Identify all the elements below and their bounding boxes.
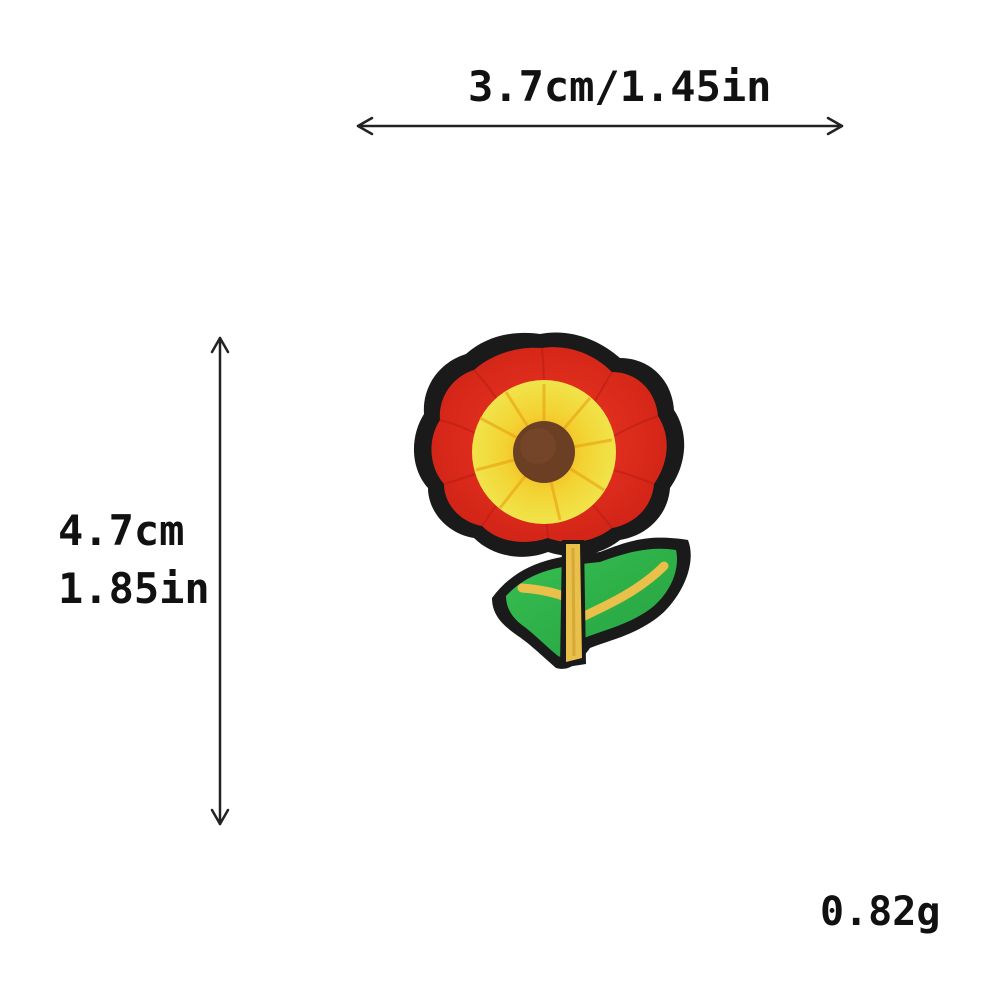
height-label-in: 1.85in [58, 564, 210, 613]
height-arrow [210, 336, 230, 826]
width-arrow [356, 116, 844, 136]
weight-label: 0.82g [820, 889, 941, 935]
leaf-icon [506, 548, 678, 658]
width-label: 3.7cm/1.45in [468, 62, 772, 111]
height-label-cm: 4.7cm [58, 506, 185, 555]
